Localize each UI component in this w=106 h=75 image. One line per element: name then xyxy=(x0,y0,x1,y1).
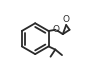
Text: O: O xyxy=(63,15,70,24)
Text: O: O xyxy=(53,25,60,34)
